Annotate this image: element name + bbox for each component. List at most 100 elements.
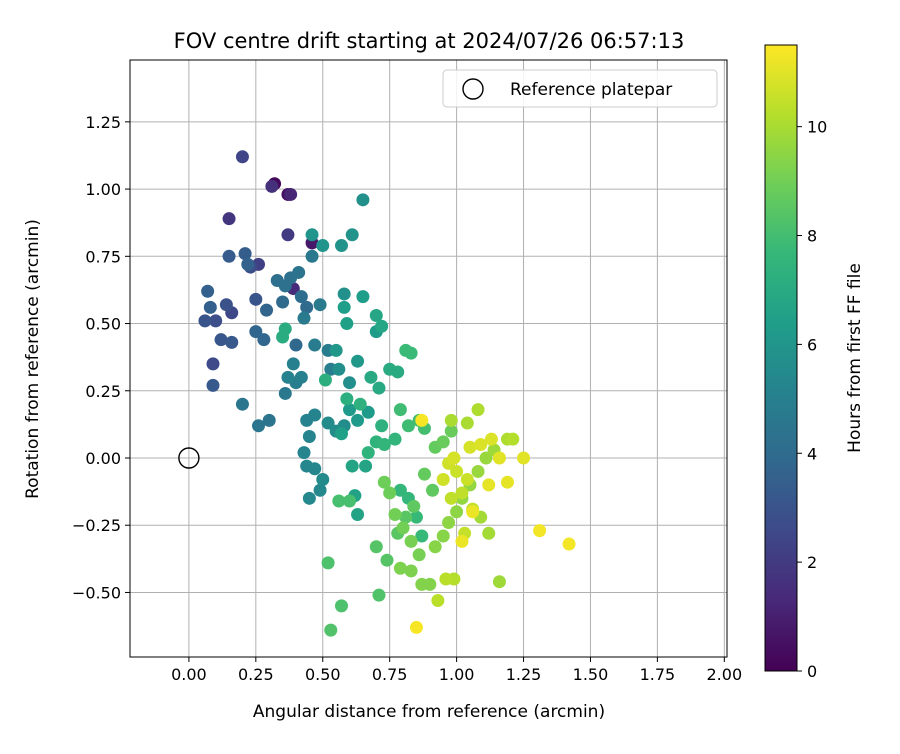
scatter-point xyxy=(343,403,357,417)
colorbar-tick-label: 10 xyxy=(807,118,827,137)
scatter-point xyxy=(482,478,496,492)
y-tick-label: −0.25 xyxy=(72,516,121,535)
scatter-point xyxy=(238,247,252,261)
scatter-point xyxy=(361,446,375,460)
scatter-point xyxy=(455,534,469,548)
scatter-point xyxy=(206,357,220,371)
scatter-point xyxy=(289,338,303,352)
scatter-point xyxy=(426,483,440,497)
y-tick-label: −0.50 xyxy=(72,583,121,602)
scatter-point xyxy=(388,507,402,521)
scatter-point xyxy=(316,239,330,253)
scatter-point xyxy=(198,314,212,328)
scatter-point xyxy=(471,403,485,417)
plot-area xyxy=(130,60,727,657)
scatter-point xyxy=(471,464,485,478)
scatter-point xyxy=(404,564,418,578)
scatter-point xyxy=(262,413,276,427)
scatter-point xyxy=(345,459,359,473)
scatter-point xyxy=(506,432,520,446)
scatter-point xyxy=(460,416,474,430)
scatter-point xyxy=(332,362,346,376)
scatter-point xyxy=(294,290,308,304)
legend-label: Reference platepar xyxy=(510,80,672,100)
scatter-point xyxy=(337,300,351,314)
scatter-point xyxy=(356,193,370,207)
scatter-point xyxy=(249,325,263,339)
scatter-point xyxy=(361,405,375,419)
scatter-point xyxy=(235,397,249,411)
colorbar: 0 2 4 6 8 10 Hours from first FF file xyxy=(764,44,865,681)
legend-box xyxy=(442,69,718,108)
scatter-point xyxy=(415,529,429,543)
scatter-point xyxy=(222,249,236,263)
scatter-point xyxy=(377,475,391,489)
scatter-point xyxy=(214,333,228,347)
scatter-point xyxy=(369,540,383,554)
scatter-point xyxy=(436,435,450,449)
scatter-point xyxy=(375,319,389,333)
scatter-point xyxy=(252,419,266,433)
scatter-point xyxy=(286,357,300,371)
scatter-point xyxy=(375,419,389,433)
scatter-point xyxy=(241,257,255,271)
scatter-point xyxy=(284,187,298,201)
scatter-point xyxy=(353,397,367,411)
scatter-point xyxy=(482,526,496,540)
scatter-point xyxy=(500,475,514,489)
scatter-point xyxy=(436,529,450,543)
scatter-point xyxy=(343,494,357,508)
colorbar-ticks: 0 2 4 6 8 10 xyxy=(797,118,827,681)
y-tick-label: 0.00 xyxy=(85,449,121,468)
scatter-point xyxy=(409,510,423,524)
chart-title: FOV centre drift starting at 2024/07/26 … xyxy=(174,29,685,53)
x-axis-ticks: 0.00 0.25 0.50 0.75 1.00 1.25 1.50 1.75 2.00 xyxy=(171,657,742,684)
legend: Reference platepar xyxy=(442,69,718,108)
scatter-point xyxy=(308,338,322,352)
scatter-point xyxy=(313,483,327,497)
scatter-point xyxy=(302,429,316,443)
scatter-point xyxy=(412,548,426,562)
scatter-point xyxy=(300,300,314,314)
scatter-point xyxy=(436,473,450,487)
scatter-point xyxy=(428,540,442,554)
scatter-point xyxy=(321,556,335,570)
scatter-point xyxy=(324,623,338,637)
data-points xyxy=(198,150,576,637)
scatter-point xyxy=(383,486,397,500)
scatter-point xyxy=(444,424,458,438)
x-tick-label: 2.00 xyxy=(707,665,743,684)
scatter-point xyxy=(562,537,576,551)
scatter-point xyxy=(318,373,332,387)
grid-lines xyxy=(130,60,727,657)
scatter-point xyxy=(313,298,327,312)
scatter-point xyxy=(308,408,322,422)
scatter-point xyxy=(276,330,290,344)
scatter-point xyxy=(396,521,410,535)
scatter-point xyxy=(203,300,217,314)
legend-marker-icon xyxy=(462,78,484,100)
scatter-point xyxy=(316,473,330,487)
colorbar-tick-label: 2 xyxy=(807,553,817,572)
scatter-point xyxy=(249,292,263,306)
scatter-point xyxy=(479,451,493,465)
scatter-point xyxy=(222,212,236,226)
scatter-point xyxy=(450,464,464,478)
x-tick-label: 0.75 xyxy=(372,665,408,684)
scatter-point xyxy=(334,599,348,613)
scatter-point xyxy=(450,505,464,519)
scatter-point xyxy=(393,403,407,417)
scatter-point xyxy=(415,413,429,427)
colorbar-gradient xyxy=(764,44,798,672)
scatter-point xyxy=(321,416,335,430)
y-tick-label: 0.50 xyxy=(85,315,121,334)
scatter-point xyxy=(393,561,407,575)
scatter-point xyxy=(345,228,359,242)
scatter-point xyxy=(377,438,391,452)
scatter-point xyxy=(337,287,351,301)
scatter-point xyxy=(442,516,456,530)
scatter-point xyxy=(340,392,354,406)
scatter-point xyxy=(372,381,386,395)
